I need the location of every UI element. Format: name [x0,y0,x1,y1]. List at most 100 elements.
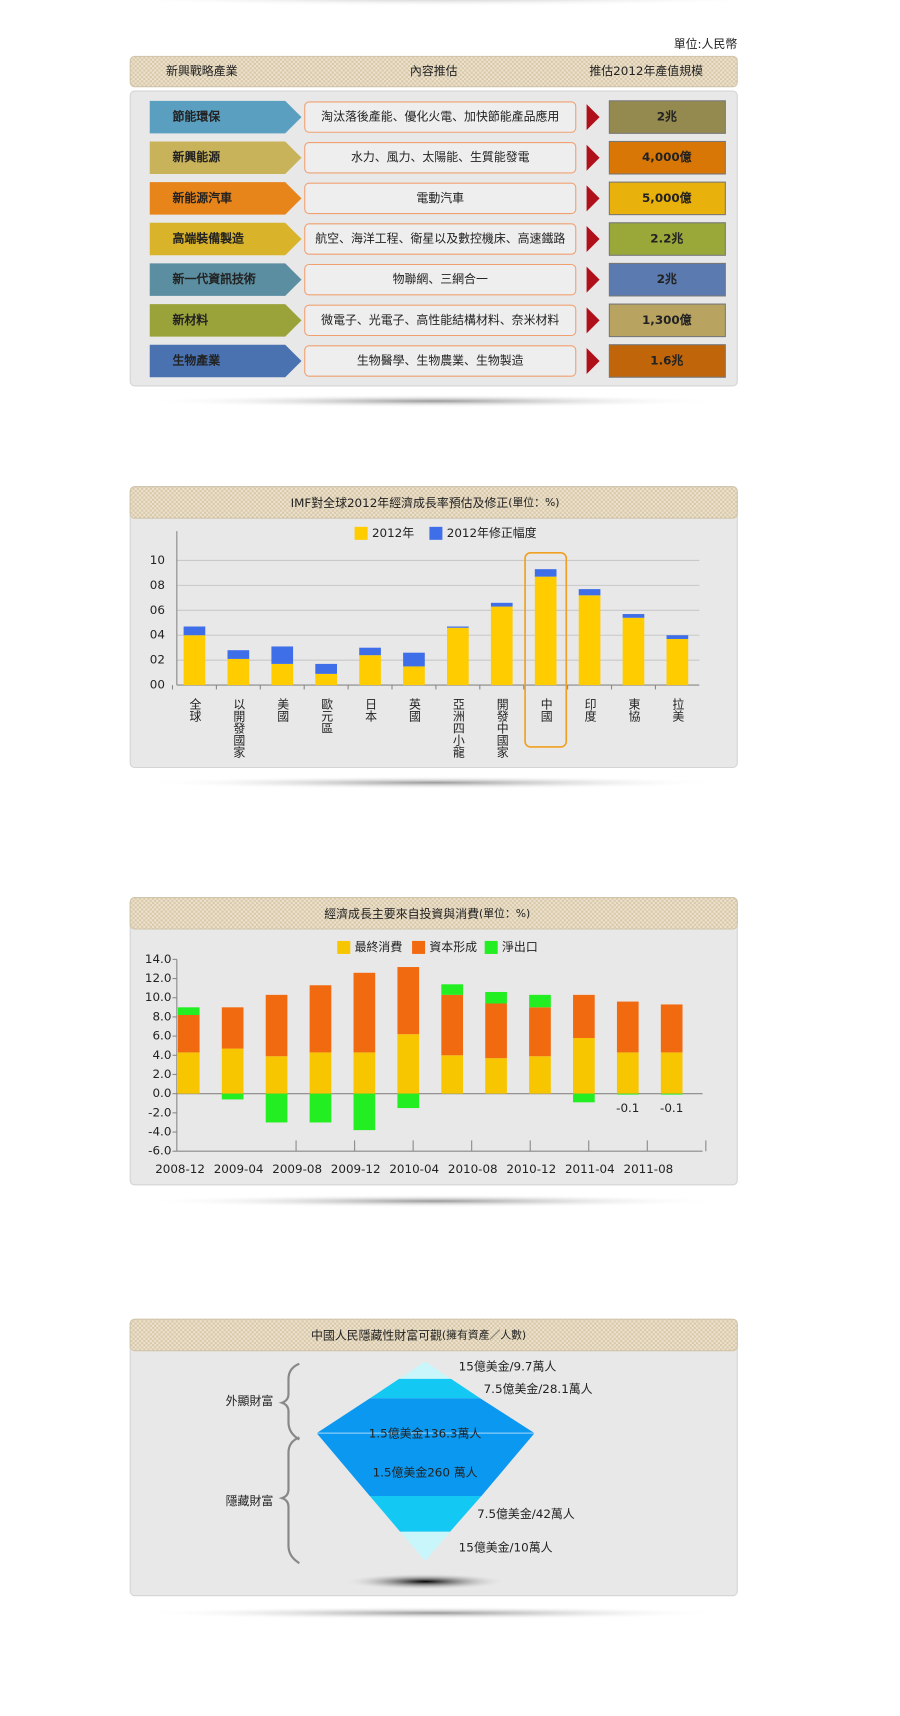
bar [485,1058,507,1094]
y-tick-label: 00 [150,678,165,692]
subtitle: (單位：%) [479,906,530,920]
bar [221,1007,244,1049]
panel-header [129,1318,738,1352]
header: 內容推估 [410,64,458,78]
x-tick-label: 歐元區 [320,698,334,734]
industry: 節能環保 [171,110,221,124]
bar [183,626,206,636]
bar [485,991,507,1004]
content: 生物醫學、生物農業、生物製造 [357,353,524,367]
bar [227,650,250,659]
bar [529,994,551,1008]
bar [447,627,469,686]
diamond-shadow [338,1572,512,1591]
shadow [101,0,788,7]
x-tick-label: 英國 [407,698,421,723]
industry: 生物產業 [172,353,220,367]
bar [485,1003,507,1059]
group-label: 外顯財富 [226,1394,274,1408]
bar [573,994,595,1039]
x-tick-label: 2008-12 [155,1162,205,1176]
tier-label: 7.5億美金/42萬人 [477,1507,575,1521]
legend-label: 2012年 [372,526,414,540]
bar [529,1056,551,1094]
arrow [586,307,600,334]
shadow [141,1194,727,1208]
bar [221,1093,244,1100]
bar [265,1093,288,1123]
bar [403,666,425,686]
chart-title: IMF對全球2012年經濟成長率預估及修正(單位：%) [291,495,560,510]
tier-label: 15億美金/9.7萬人 [459,1359,557,1373]
x-tick-label: 印度 [583,698,597,722]
value-box [608,303,726,338]
header: 新興戰略產業 [166,64,238,78]
bar [397,967,420,1035]
bar [403,652,425,667]
bar [441,984,464,995]
bar [271,646,294,664]
value: 1,300億 [642,313,692,327]
bar [534,569,557,577]
tier-label: 7.5億美金/28.1萬人 [484,1382,593,1396]
bar [622,614,645,618]
value-box [608,100,726,134]
x-tick-label: 東協 [627,698,641,722]
bar [353,1052,376,1094]
legend-swatch [484,940,498,954]
tag [149,182,302,215]
x-tick-label: 美國 [276,698,290,723]
y-tick-label: 2.0 [152,1067,171,1081]
bar [616,1001,639,1053]
x-tick-label: 以開發國家 [232,698,246,758]
legend-label: 資本形成 [429,940,477,954]
bar [315,673,337,686]
y-tick-label: -6.0 [148,1144,171,1158]
tier-label: 15億美金/10萬人 [459,1540,553,1554]
x-tick-label: 拉美 [671,698,685,722]
value: 2.2兆 [650,232,683,246]
group-label: 隱藏財富 [226,1494,274,1508]
tag [149,304,302,337]
subtitle: (單位：%) [508,495,559,509]
header: 推估2012年產值規模 [589,64,703,78]
tag [149,344,302,378]
subtitle: (擁有資產／人數) [442,1328,526,1342]
industry: 新能源汽車 [172,191,232,205]
x-tick-label: 2010-04 [389,1162,439,1176]
bar [616,1093,639,1095]
shadow [141,394,727,408]
bar [309,1093,332,1123]
x-tick-label: 2009-08 [272,1162,322,1176]
x-tick-label: 2009-12 [331,1162,381,1176]
x-tick-label: 開發中國家 [495,698,509,758]
value: 4,000億 [642,150,692,164]
bar [271,663,294,686]
content-box [304,345,577,377]
industry: 新材料 [172,313,208,327]
legend-swatch [429,526,443,540]
x-tick-label: 2010-12 [506,1162,556,1176]
diamond [278,1361,535,1565]
content: 航空、海洋工程、衛星以及數控機床、高速鐵路 [315,232,565,246]
bar [353,972,376,1053]
chart: 14.0 12.0 10.0 8.0 6.0 4.0 2.0 0.0 -2.0 -4.0 -6.0 -… [145,940,707,1176]
tag [149,100,302,134]
tier-label: 1.5億美金260 萬人 [373,1466,478,1480]
panel-header [129,486,738,519]
y-tick-label: 08 [150,578,165,592]
bar [666,638,689,686]
bar [359,647,381,656]
arrow [586,144,600,171]
bar [529,1007,551,1057]
panel-header [129,897,738,930]
bar [573,1038,595,1094]
y-tick-label: 06 [150,603,165,617]
value-box [608,181,726,216]
tag [149,263,302,296]
y-tick-label: 04 [150,628,165,642]
y-tick-label: 02 [150,653,165,667]
value: 2兆 [657,272,677,286]
bar [578,595,601,686]
table-header [129,55,738,88]
